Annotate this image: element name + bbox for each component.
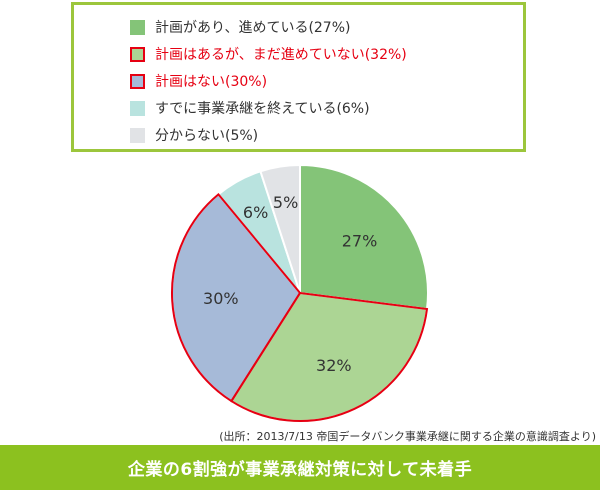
legend-item-4: すでに事業承継を終えている(6%)	[130, 97, 370, 119]
legend: 計画があり、進めている(27%) 計画はあるが、まだ進めていない(32%) 計画…	[71, 2, 526, 152]
legend-label-4: すでに事業承継を終えている(6%)	[155, 101, 370, 117]
pie-label-1: 27%	[342, 232, 378, 251]
pie-chart: 27% 32% 30% 6% 5%	[171, 163, 429, 422]
source-note: (出所：2013/7/13 帝国データバンク事業承継に関する企業の意識調査より)	[219, 430, 596, 443]
legend-item-3: 計画はない(30%)	[130, 70, 267, 92]
legend-swatch-2	[130, 46, 145, 62]
pie-label-2: 32%	[316, 356, 352, 375]
pie-slice-5	[259, 163, 301, 294]
pie-slice-1	[299, 163, 429, 311]
footer-banner: 企業の6割強が事業承継対策に対して未着手	[0, 445, 600, 490]
pie-slice-3-outline	[171, 192, 302, 403]
legend-item-2: 計画はあるが、まだ進めていない(32%)	[130, 43, 407, 65]
legend-swatch-3	[130, 73, 145, 89]
legend-swatch-4	[130, 100, 145, 116]
pie-label-3: 30%	[203, 289, 239, 308]
legend-label-3: 計画はない(30%)	[155, 74, 268, 90]
legend-label-5: 分からない(5%)	[155, 128, 259, 144]
legend-label-1: 計画があり、進めている(27%)	[155, 20, 351, 36]
legend-swatch-5	[130, 127, 145, 143]
legend-item-1: 計画があり、進めている(27%)	[130, 16, 350, 38]
pie-label-5: 5%	[273, 193, 298, 212]
pie-label-4: 6%	[243, 203, 268, 222]
pie-slice-2-outline	[230, 291, 429, 422]
legend-item-5: 分からない(5%)	[130, 124, 258, 146]
legend-label-2: 計画はあるが、まだ進めていない(32%)	[155, 47, 407, 63]
legend-swatch-1	[130, 19, 145, 35]
